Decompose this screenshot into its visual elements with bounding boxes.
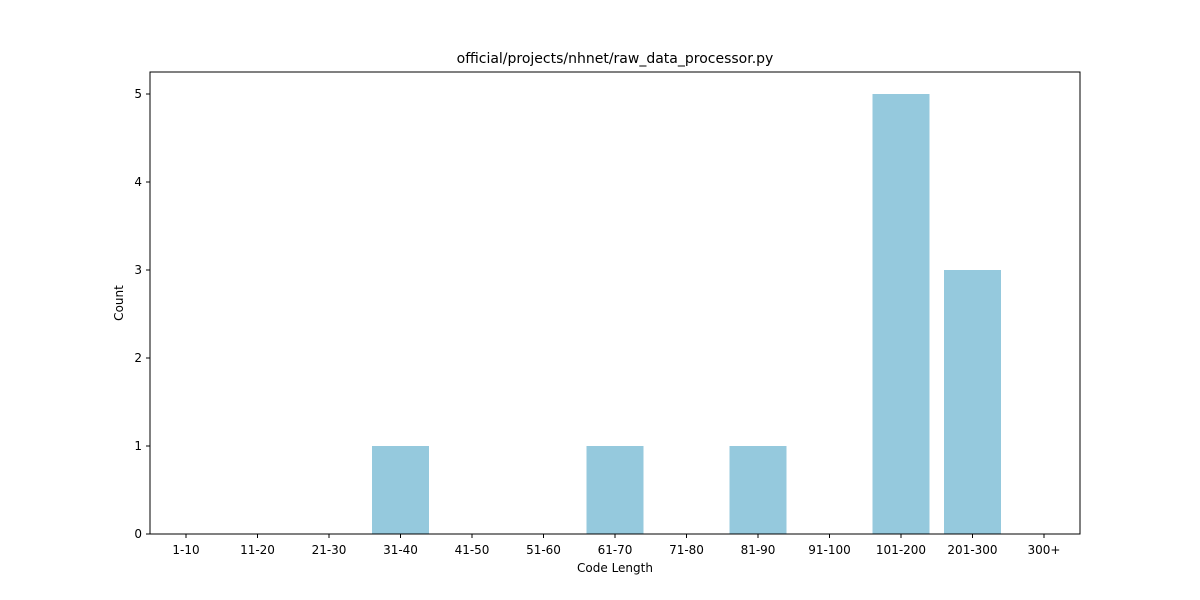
x-tick-label: 21-30	[312, 543, 347, 557]
y-tick-label: 0	[134, 527, 142, 541]
x-axis-label: Code Length	[577, 561, 653, 575]
bar-201-300	[944, 270, 1001, 534]
x-tick-label: 201-300	[947, 543, 997, 557]
bars-group	[372, 94, 1001, 534]
y-axis-label: Count	[112, 285, 126, 321]
x-tick-label: 1-10	[172, 543, 199, 557]
x-tick-label: 81-90	[741, 543, 776, 557]
y-tick-label: 5	[134, 87, 142, 101]
chart-title: official/projects/nhnet/raw_data_process…	[457, 51, 774, 67]
x-tick-label: 101-200	[876, 543, 926, 557]
x-tick-label: 300+	[1028, 543, 1061, 557]
y-axis: 0 1 2 3 4 5	[134, 87, 150, 541]
x-tick-label: 61-70	[598, 543, 633, 557]
bar-31-40	[372, 446, 429, 534]
x-tick-label: 41-50	[455, 543, 490, 557]
bar-101-200	[872, 94, 930, 534]
y-tick-label: 1	[134, 439, 142, 453]
x-tick-label: 51-60	[526, 543, 561, 557]
y-tick-label: 4	[134, 175, 142, 189]
x-tick-label: 31-40	[383, 543, 418, 557]
x-tick-label: 91-100	[808, 543, 851, 557]
y-tick-label: 2	[134, 351, 142, 365]
x-tick-label: 71-80	[669, 543, 704, 557]
x-tick-label: 11-20	[240, 543, 275, 557]
bar-81-90	[729, 446, 787, 534]
x-axis: 1-10 11-20 21-30 31-40 41-50 51-60 61-70 71-80 8…	[172, 534, 1060, 557]
y-tick-label: 3	[134, 263, 142, 277]
bar-61-70	[586, 446, 644, 534]
